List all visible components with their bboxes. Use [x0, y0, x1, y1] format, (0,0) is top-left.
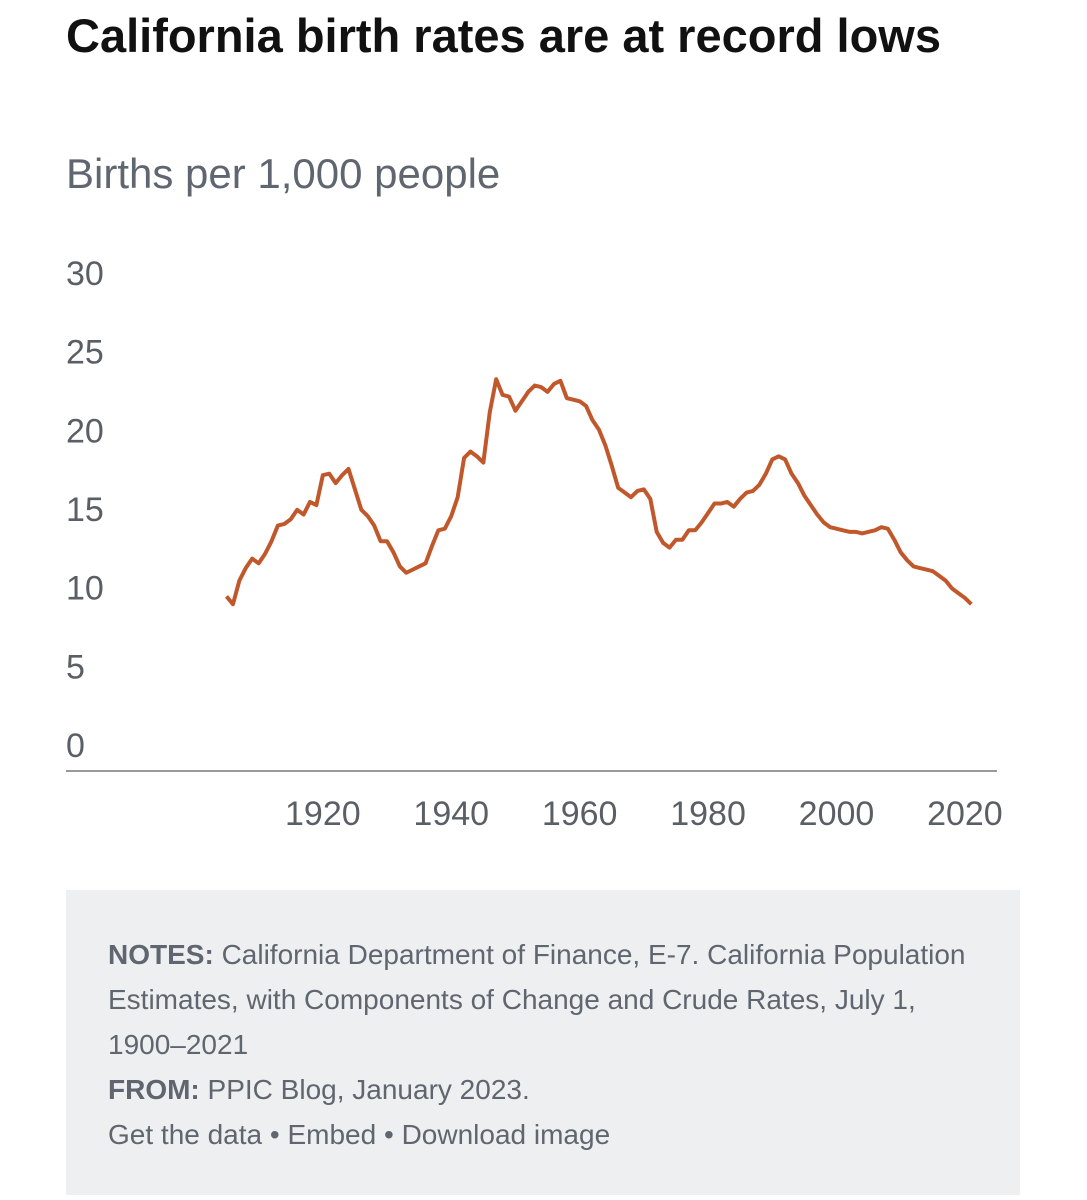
from-label: FROM: [108, 1074, 200, 1105]
y-tick-label: 10 [66, 570, 104, 608]
x-tick-label: 1940 [413, 795, 489, 833]
links: Get the data • Embed • Download image [108, 1119, 611, 1150]
notes-label: NOTES: [108, 939, 214, 970]
line-series [224, 377, 973, 607]
notes-text: California Department of Finance, E-7. C… [108, 939, 966, 1060]
x-tick-label: 1960 [542, 795, 618, 833]
link[interactable]: Get the data [108, 1119, 263, 1150]
y-tick-label: 0 [66, 727, 85, 765]
chart: 0 5 10 15 20 25 30 1920 1940 1960 1980 2000 2020 [66, 255, 1003, 833]
x-tick-label: 1980 [670, 795, 746, 833]
y-tick-label: 25 [66, 334, 104, 372]
from-text: PPIC Blog, January 2023. [207, 1074, 530, 1105]
y-tick-label: 5 [66, 648, 85, 686]
notes: NOTES: California Department of Finance,… [108, 932, 978, 1067]
notes-box: NOTES: California Department of Finance,… [66, 890, 1020, 1195]
from: FROM: PPIC Blog, January 2023. [108, 1067, 978, 1112]
x-tick-label: 2000 [799, 795, 875, 833]
x-tick-label: 1920 [285, 795, 361, 833]
y-tick-label: 30 [66, 255, 104, 293]
x-tick-label: 2020 [927, 795, 1003, 833]
chart-subtitle: Births per 1,000 people [66, 150, 501, 197]
y-tick-label: 20 [66, 412, 104, 450]
y-tick-label: 15 [66, 491, 104, 529]
chart-title: California birth rates are at record low… [66, 9, 941, 62]
link[interactable]: Download image [401, 1119, 611, 1150]
link[interactable]: Embed [287, 1119, 377, 1150]
